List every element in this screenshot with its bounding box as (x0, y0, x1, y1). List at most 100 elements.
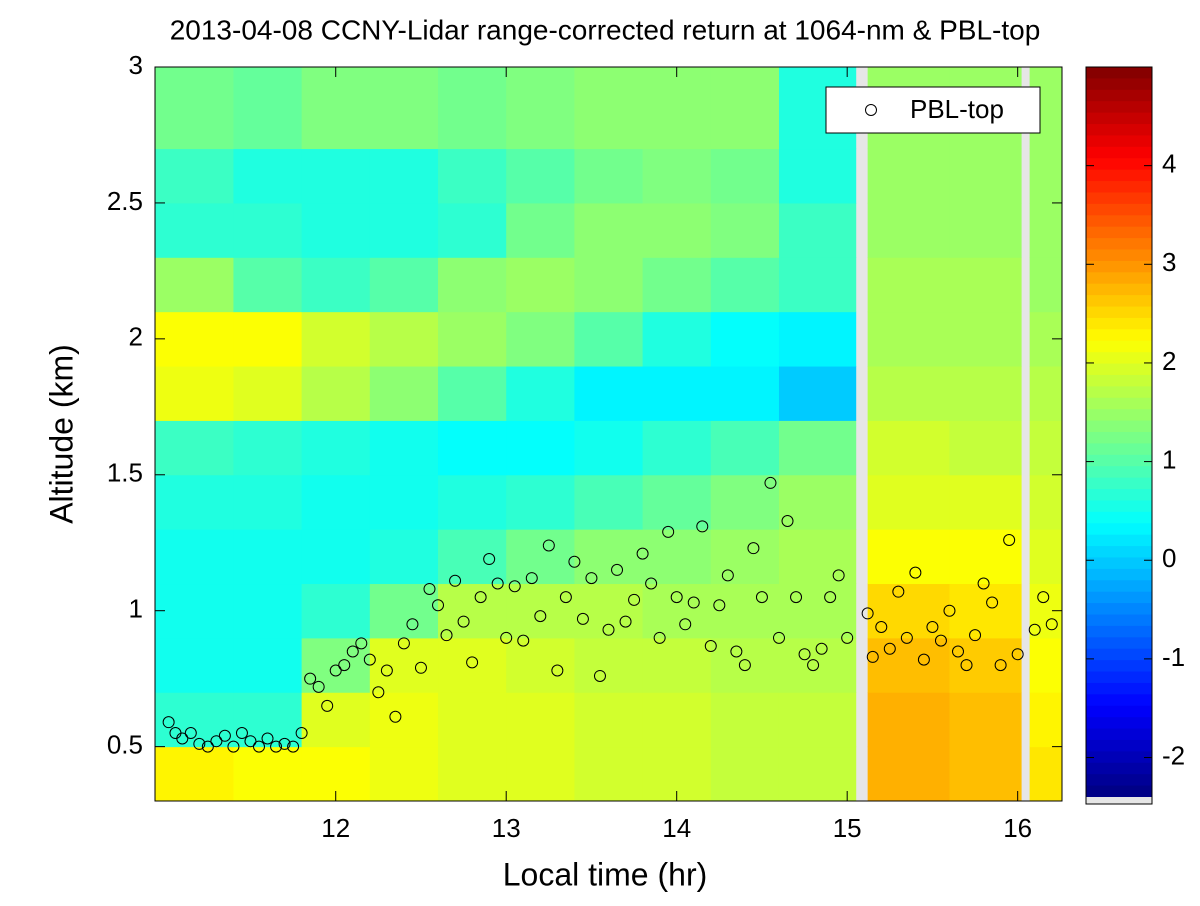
colorbar-segment (1086, 397, 1152, 410)
colorbar-segment (1086, 67, 1152, 79)
x-tick-label: 16 (1003, 813, 1032, 843)
pbl-point (576, 612, 589, 625)
heatmap-cell (506, 746, 575, 802)
pbl-point (295, 727, 308, 740)
heatmap-cell (574, 474, 644, 530)
pbl-point (1003, 534, 1016, 547)
heatmap-cell (778, 746, 857, 802)
pbl-point (380, 664, 393, 677)
heatmap-cell (155, 148, 234, 204)
pbl-point (602, 623, 615, 636)
heatmap-cell (867, 366, 950, 421)
pbl-point (184, 727, 197, 740)
pbl-point (781, 514, 794, 527)
heatmap-cell (155, 420, 234, 476)
heatmap-cell (506, 257, 575, 313)
pbl-point (662, 525, 675, 538)
heatmap-cell (778, 366, 857, 421)
pbl-point (807, 659, 820, 672)
heatmap-cell (642, 637, 712, 693)
heatmap-cell (642, 311, 712, 367)
heatmap-cell (867, 474, 950, 530)
pbl-point (457, 615, 470, 628)
heatmap-cell (642, 420, 712, 476)
heatmap-cell (1029, 420, 1063, 476)
colorbar-segment (1086, 477, 1152, 490)
colorbar-segment (1086, 374, 1152, 387)
heatmap-cell (867, 202, 950, 258)
pbl-point (730, 645, 743, 658)
pbl-point (934, 634, 947, 647)
colorbar-segment (1086, 295, 1152, 308)
heatmap-cell (155, 692, 234, 748)
heatmap-cell (155, 583, 234, 639)
heatmap-cell (710, 311, 780, 367)
heatmap-cell (574, 637, 644, 693)
heatmap-cell (438, 67, 507, 150)
pbl-point (824, 591, 837, 604)
pbl-point (312, 680, 325, 693)
heatmap-cell (867, 637, 950, 693)
pbl-point (704, 640, 717, 653)
pbl-point (832, 569, 845, 582)
colorbar-tick-label: -1 (1162, 642, 1185, 672)
heatmap-cell (1029, 637, 1063, 693)
heatmap-cell (1029, 746, 1063, 802)
pbl-point (355, 637, 368, 650)
heatmap-cell (867, 692, 950, 748)
pbl-point (551, 664, 564, 677)
heatmap-cell (642, 366, 712, 421)
heatmap-cell (369, 583, 439, 639)
colorbar-tick-label: 1 (1162, 444, 1176, 474)
pbl-point (687, 596, 700, 609)
pbl-point (176, 732, 189, 745)
pbl-point (534, 610, 547, 623)
pbl-point (397, 637, 410, 650)
x-tick-label: 12 (321, 813, 350, 843)
heatmap-cell (233, 692, 303, 748)
heatmap-cell (438, 583, 507, 639)
heatmap-cell (506, 311, 575, 367)
colorbar-segment (1086, 671, 1152, 684)
heatmap-cell (949, 420, 1022, 476)
heatmap-cell (233, 583, 303, 639)
colorbar-segment (1086, 432, 1152, 444)
pbl-point (952, 645, 965, 658)
heatmap-cell (1029, 529, 1063, 585)
colorbar-segment (1086, 181, 1152, 193)
heatmap-cell (574, 692, 644, 748)
heatmap-cell (438, 746, 507, 802)
heatmap-cell (574, 202, 644, 258)
colorbar-tick-label: 4 (1162, 149, 1176, 179)
colorbar-segment (1086, 568, 1152, 581)
colorbar-segment (1086, 534, 1152, 547)
pbl-point (406, 618, 419, 631)
colorbar-segment (1086, 511, 1152, 524)
heatmap-cell (642, 474, 712, 530)
heatmap-cell (506, 202, 575, 258)
colorbar-segment (1086, 728, 1152, 741)
colorbar-segment (1086, 443, 1152, 456)
pbl-point (917, 653, 930, 666)
colorbar-segment (1086, 420, 1152, 433)
pbl-point (585, 572, 598, 585)
colorbar-segment (1086, 158, 1152, 171)
pbl-point (500, 631, 513, 644)
heatmap-cell (949, 202, 1022, 258)
pbl-point (755, 591, 768, 604)
heatmap-cell (642, 257, 712, 313)
heatmap-cell (867, 257, 950, 313)
heatmap-cell (778, 529, 857, 585)
heatmap-cell (369, 474, 439, 530)
heatmap-cell (301, 366, 371, 421)
colorbar-segment (1086, 591, 1152, 604)
pbl-point (943, 604, 956, 617)
heatmap-cell (369, 529, 439, 585)
pbl-point (252, 740, 265, 753)
pbl-point (969, 629, 982, 642)
heatmap-cell (301, 420, 371, 476)
pbl-point (986, 596, 999, 609)
y-tick-label: 2.5 (107, 186, 143, 216)
heatmap-cell (301, 692, 371, 748)
pbl-point (619, 615, 632, 628)
